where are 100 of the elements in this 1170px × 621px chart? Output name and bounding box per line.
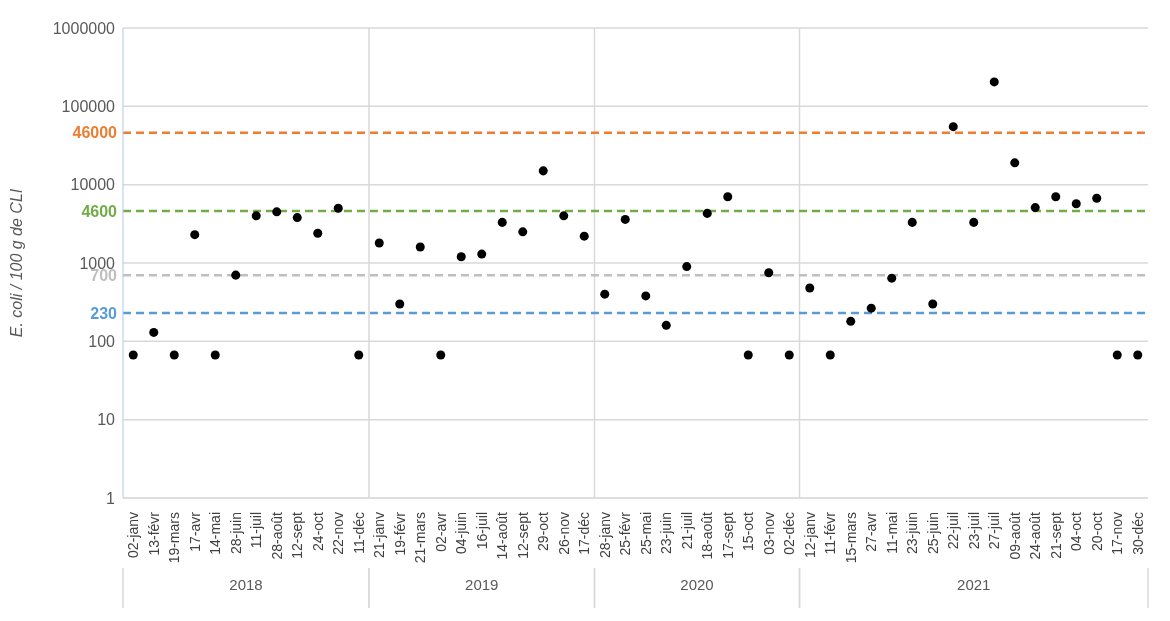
point [128, 350, 138, 360]
point [1112, 350, 1122, 360]
point [1133, 350, 1143, 360]
x-tick-label: 16-juil [473, 512, 490, 550]
x-tick-label: 18-août [699, 511, 716, 560]
point [887, 273, 897, 283]
x-tick-label: 24-août [1027, 511, 1044, 560]
ref-line-label: 4600 [81, 202, 118, 220]
x-tick-label: 25-juin [924, 512, 941, 555]
point [415, 242, 425, 252]
x-tick-label: 28-juin [227, 512, 244, 555]
y-tick-label: 100 [88, 333, 116, 351]
x-tick-label: 21-sept [1047, 511, 1064, 559]
point [805, 283, 815, 293]
point [190, 230, 200, 240]
x-tick-label: 27-juil [986, 512, 1003, 550]
point [477, 249, 487, 259]
x-tick-label: 30-déc [1129, 512, 1146, 555]
point [846, 316, 856, 326]
point [1010, 158, 1020, 168]
text: 2018 [229, 576, 263, 593]
x-tick-label: 27-avr [863, 511, 880, 552]
text: 2021 [957, 576, 991, 593]
point [518, 227, 528, 237]
point [1030, 203, 1040, 213]
point [497, 217, 507, 227]
x-tick-label: 12-janv [801, 512, 818, 558]
point [907, 217, 917, 227]
x-tick-label: 17-nov [1109, 512, 1126, 555]
y-axis-title: E. coli / 100 g de CLI [7, 188, 25, 338]
x-tick-label: 14-mai [207, 512, 224, 555]
point [579, 231, 589, 241]
point [313, 228, 323, 238]
x-tick-label: 24-oct [309, 511, 326, 551]
x-tick-label: 11-juil [248, 512, 265, 549]
x-tick-label: 02-avr [432, 511, 449, 552]
x-tick-label: 26-nov [555, 512, 572, 555]
x-tick-label: 25-févr [617, 511, 634, 556]
point [989, 77, 999, 87]
x-tick-label: 23-juin [904, 512, 921, 555]
x-tick-label: 15-mars [842, 512, 859, 564]
x-tick-label: 03-nov [760, 512, 777, 555]
x-tick-label: 17-sept [719, 511, 736, 559]
point [333, 203, 343, 213]
point [272, 207, 282, 217]
point [825, 350, 835, 360]
x-tick-label: 12-sept [514, 511, 531, 559]
x-tick-label: 11-févr [822, 511, 839, 555]
ref-line-label: 46000 [72, 124, 118, 142]
point [354, 350, 364, 360]
x-tick-label: 21-juil [678, 512, 695, 550]
point [866, 303, 876, 313]
point [641, 291, 651, 301]
y-tick-label: 1 [106, 489, 116, 507]
x-tick-label: 11-mai [883, 512, 900, 554]
point [928, 299, 938, 309]
x-tick-label: 28-janv [596, 512, 613, 558]
point [292, 213, 302, 223]
x-tick-label: 02-déc [781, 512, 798, 555]
point [231, 270, 241, 280]
text: 2019 [465, 576, 499, 593]
point [1051, 192, 1061, 202]
point [764, 268, 774, 278]
point [661, 320, 671, 330]
x-tick-label: 02-janv [125, 512, 142, 558]
point [395, 299, 405, 309]
x-tick-label: 28-août [268, 511, 285, 560]
x-tick-label: 09-août [1006, 511, 1023, 560]
point [374, 238, 384, 248]
point [1071, 199, 1081, 209]
point [600, 289, 610, 299]
point [969, 217, 979, 227]
x-tick-label: 19-févr [391, 511, 408, 556]
x-tick-label: 22-nov [330, 512, 347, 555]
point [251, 211, 261, 221]
y-tick-label: 10000 [70, 176, 116, 194]
point [743, 350, 753, 360]
x-tick-label: 13-févr [145, 511, 162, 556]
point [149, 327, 159, 337]
point [538, 166, 548, 176]
x-tick-label: 17-déc [576, 512, 593, 555]
point [436, 350, 446, 360]
y-tick-label: 10 [97, 411, 116, 429]
y-tick-label: 100000 [61, 98, 116, 116]
x-tick-label: 20-oct [1088, 511, 1105, 551]
y-tick-label: 1000000 [52, 19, 116, 37]
point [210, 350, 220, 360]
x-tick-label: 11-déc [350, 512, 367, 554]
x-tick-label: 04-juin [453, 512, 470, 555]
x-tick-label: 22-juil [945, 512, 962, 550]
point [559, 211, 569, 221]
x-tick-label: 25-mai [637, 512, 654, 555]
point [723, 192, 733, 202]
point [784, 350, 794, 360]
text: 2020 [680, 576, 714, 593]
point [1092, 193, 1102, 203]
x-tick-label: 14-août [494, 511, 511, 560]
x-tick-label: 21-janv [371, 512, 388, 558]
point [169, 350, 179, 360]
x-tick-label: 23-juil [965, 512, 982, 550]
